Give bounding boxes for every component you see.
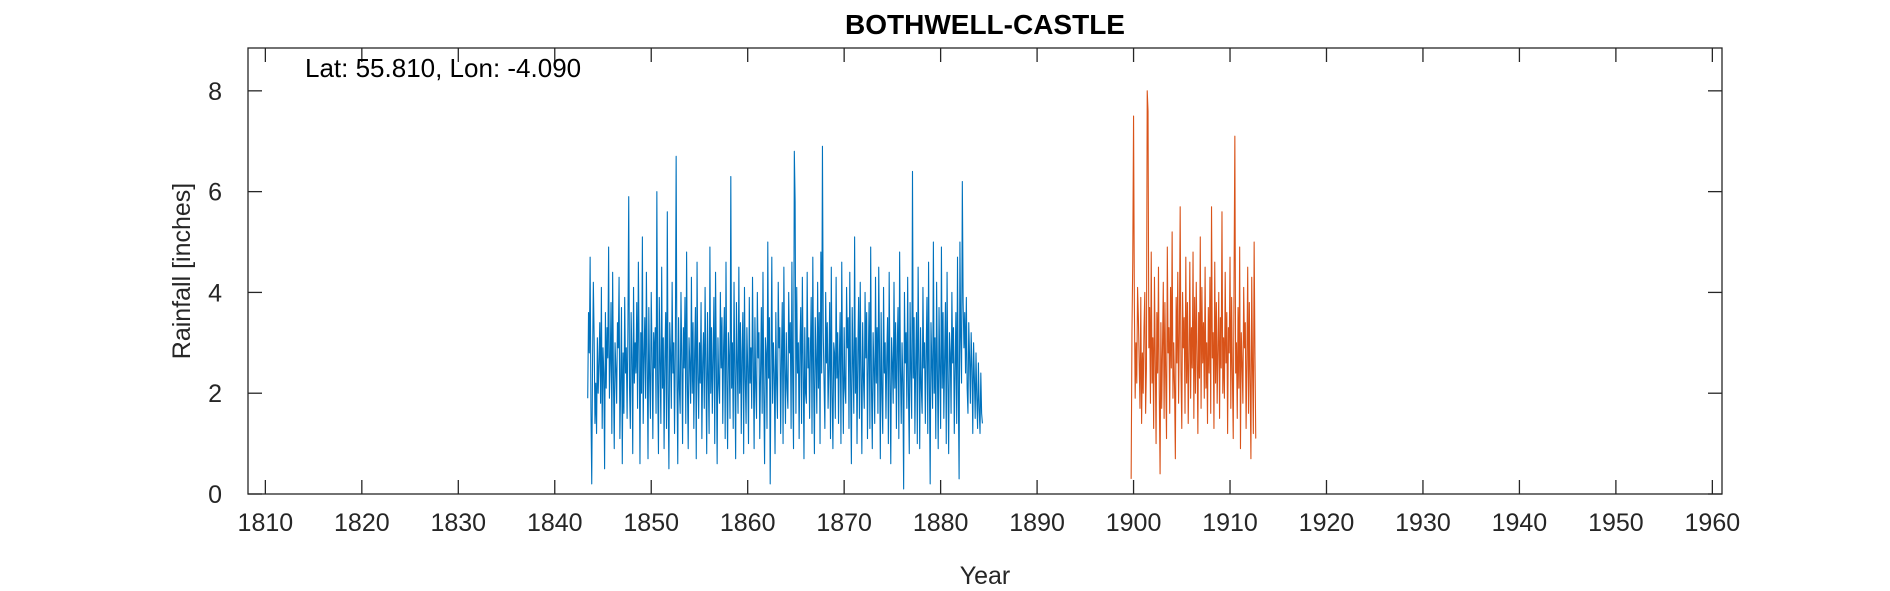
x-tick-label-1910: 1910 xyxy=(1202,509,1258,537)
x-tick-label-1810: 1810 xyxy=(238,509,294,537)
y-tick-label-2: 2 xyxy=(208,380,222,408)
x-tick-label-1920: 1920 xyxy=(1299,509,1355,537)
rainfall-series-1-line xyxy=(587,145,983,490)
plot-area xyxy=(248,48,1722,494)
x-tick-label-1890: 1890 xyxy=(1009,509,1065,537)
y-axis-label: Rainfall [inches] xyxy=(168,183,196,359)
x-tick-label-1900: 1900 xyxy=(1106,509,1162,537)
y-tick-label-8: 8 xyxy=(208,78,222,106)
x-tick-label-1830: 1830 xyxy=(430,509,486,537)
y-tick-label-4: 4 xyxy=(208,279,222,307)
x-tick-label-1930: 1930 xyxy=(1395,509,1451,537)
x-tick-label-1850: 1850 xyxy=(623,509,679,537)
x-tick-label-1860: 1860 xyxy=(720,509,776,537)
x-tick-label-1960: 1960 xyxy=(1685,509,1741,537)
x-tick-label-1940: 1940 xyxy=(1492,509,1548,537)
x-axis-label: Year xyxy=(960,562,1011,590)
series-layer xyxy=(587,90,1257,490)
x-tick-label-1820: 1820 xyxy=(334,509,390,537)
x-tick-label-1880: 1880 xyxy=(913,509,969,537)
y-tick-label-0: 0 xyxy=(208,481,222,509)
x-tick-label-1840: 1840 xyxy=(527,509,583,537)
y-tick-label-6: 6 xyxy=(208,179,222,207)
chart-title: BOTHWELL-CASTLE xyxy=(845,9,1125,40)
location-annotation: Lat: 55.810, Lon: -4.090 xyxy=(305,53,581,83)
x-tick-label-1870: 1870 xyxy=(816,509,872,537)
plot-frame xyxy=(247,47,1723,495)
rainfall-series-2-line xyxy=(1130,90,1257,479)
tick-layer: 1810 1820 1830 1840 1850 1860 1870 1880 1890 1900… xyxy=(208,48,1740,537)
x-tick-label-1950: 1950 xyxy=(1588,509,1644,537)
